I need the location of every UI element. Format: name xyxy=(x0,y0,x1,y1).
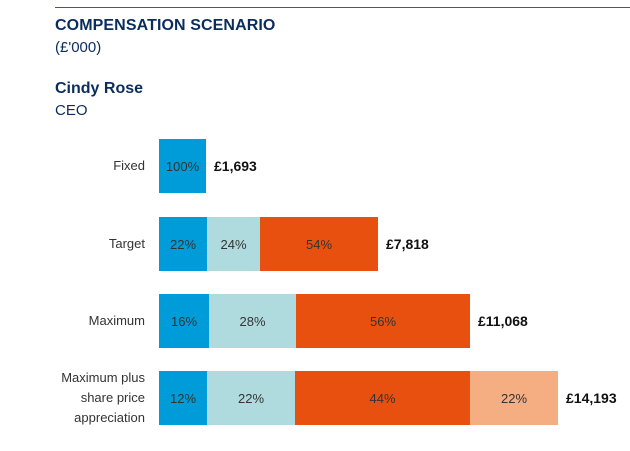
bar-stack: 12% 22% 44% 22% £14,193 xyxy=(159,371,617,425)
person-name: Cindy Rose xyxy=(55,80,144,97)
bar-segment: 16% xyxy=(159,294,209,348)
bar-row: Fixed 100% £1,693 xyxy=(0,139,630,193)
bar-stack: 22% 24% 54% £7,818 xyxy=(159,217,429,271)
category-label: Maximum xyxy=(88,313,145,328)
bar-row: Maximum 16% 28% 56% £11,068 xyxy=(0,294,630,348)
chart-unit: (£'000) xyxy=(55,39,102,56)
bar-segment: 100% xyxy=(159,139,206,193)
chart-title: COMPENSATION SCENARIO xyxy=(55,17,276,34)
bar-stack: 16% 28% 56% £11,068 xyxy=(159,294,528,348)
category-label: Fixed xyxy=(113,158,145,173)
bar-segment: 28% xyxy=(209,294,296,348)
bar-row: Maximum plus share price appreciation 12%… xyxy=(0,370,630,425)
bar-segment: 24% xyxy=(207,217,260,271)
top-divider xyxy=(55,7,630,8)
category-label: Maximum plus share price appreciation xyxy=(61,370,145,425)
bar-stack: 100% £1,693 xyxy=(159,139,257,193)
total-label: £11,068 xyxy=(478,313,528,329)
bar-segment: 54% xyxy=(260,217,378,271)
bar-segment: 22% xyxy=(470,371,558,425)
total-label: £1,693 xyxy=(214,158,257,174)
bar-segment: 22% xyxy=(207,371,295,425)
total-label: £7,818 xyxy=(386,236,429,252)
bar-segment: 12% xyxy=(159,371,207,425)
total-label: £14,193 xyxy=(566,390,617,406)
bar-row: Target 22% 24% 54% £7,818 xyxy=(0,217,630,271)
bar-segment: 44% xyxy=(295,371,470,425)
bar-segment: 56% xyxy=(296,294,470,348)
person-role: CEO xyxy=(55,102,88,119)
bar-segment: 22% xyxy=(159,217,207,271)
category-label: Target xyxy=(108,236,145,251)
